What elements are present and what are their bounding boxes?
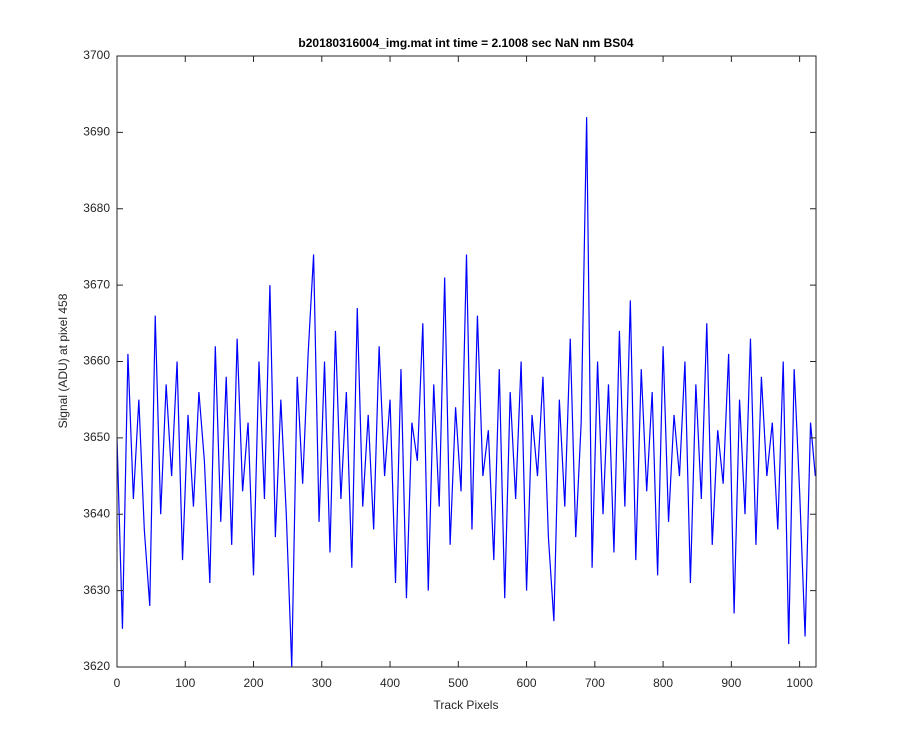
x-tick-label: 500 [448,676,468,690]
y-tick-label: 3620 [83,659,110,673]
x-tick-label: 300 [312,676,332,690]
x-tick-label: 700 [585,676,605,690]
x-axis-label: Track Pixels [434,698,499,712]
x-tick-label: 600 [517,676,537,690]
y-tick-label: 3650 [83,430,110,444]
y-axis-label: Signal (ADU) at pixel 458 [56,293,70,428]
x-tick-label: 1000 [786,676,813,690]
y-tick-label: 3700 [83,48,110,62]
y-tick-label: 3680 [83,201,110,215]
x-tick-label: 900 [721,676,741,690]
y-tick-label: 3640 [83,506,110,520]
x-tick-label: 100 [175,676,195,690]
x-tick-label: 200 [244,676,264,690]
y-tick-label: 3660 [83,354,110,368]
y-tick-label: 3630 [83,583,110,597]
x-tick-label: 400 [380,676,400,690]
y-tick-label: 3690 [83,125,110,139]
data-line [117,117,816,667]
x-tick-label: 800 [653,676,673,690]
x-tick-label: 0 [114,676,121,690]
chart-title: b20180316004_img.mat int time = 2.1008 s… [298,36,634,50]
y-tick-label: 3670 [83,277,110,291]
